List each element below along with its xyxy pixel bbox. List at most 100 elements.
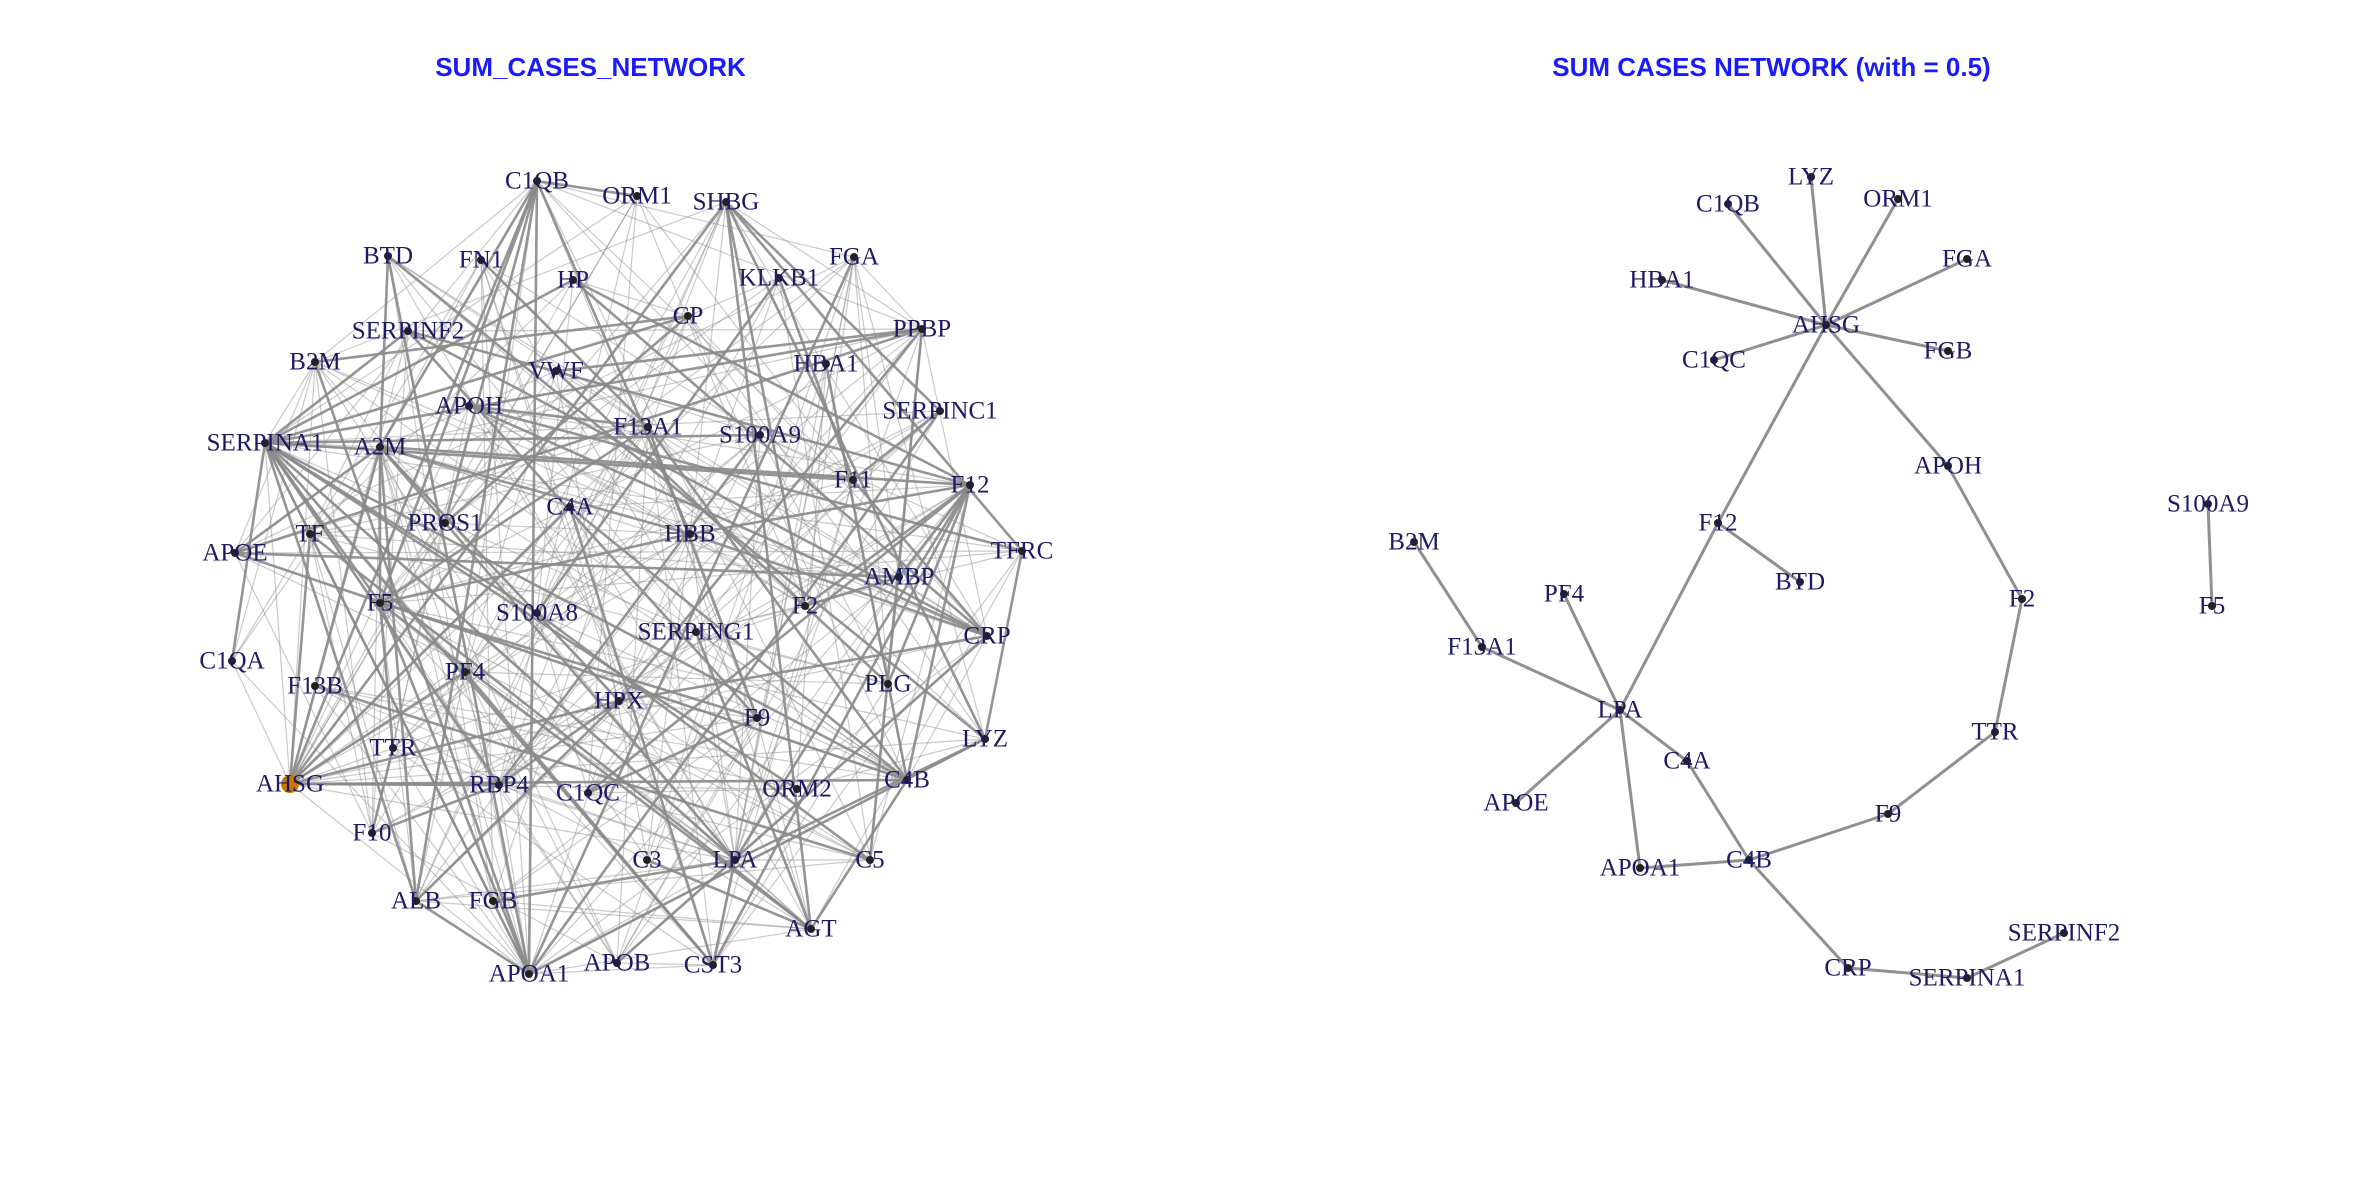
left-edge xyxy=(379,370,557,604)
left-edge xyxy=(528,928,812,975)
left-network-panel: SUM_CASES_NETWORK C1QB ORM1 SHBG BTD FN1 FGA H… xyxy=(199,52,1053,988)
left-edge xyxy=(616,635,988,964)
left-edge xyxy=(289,506,571,785)
left-edge xyxy=(371,446,381,834)
left-node-label: C4A xyxy=(546,494,593,521)
left-network-title: SUM_CASES_NETWORK xyxy=(435,52,746,82)
left-edge xyxy=(289,612,538,785)
right-node-label: F2 xyxy=(2009,586,2035,613)
left-edge xyxy=(695,631,736,861)
left-edge xyxy=(536,611,871,862)
left-edge xyxy=(759,363,827,436)
left-edge xyxy=(572,279,988,637)
left-edge xyxy=(387,255,697,633)
right-node xyxy=(1963,974,1971,982)
left-edge xyxy=(695,328,923,633)
left-node-label: F9 xyxy=(744,705,770,732)
left-node xyxy=(389,744,397,752)
left-edge xyxy=(695,631,908,781)
left-edge xyxy=(314,180,538,363)
left-node xyxy=(903,776,911,784)
left-edge xyxy=(905,484,972,781)
left-edge xyxy=(309,532,812,931)
left-node-label: PPBP xyxy=(893,316,951,343)
left-edge xyxy=(468,405,736,861)
left-edge xyxy=(647,426,806,607)
left-edge xyxy=(314,685,648,861)
left-node-label: HBB xyxy=(664,521,715,548)
left-node-label: ORM1 xyxy=(602,183,671,210)
right-node-label: BTD xyxy=(1775,569,1825,596)
left-edge xyxy=(468,404,649,429)
left-node-label: PLG xyxy=(864,671,911,698)
left-edge xyxy=(264,441,798,791)
left-edge xyxy=(288,533,312,785)
left-node xyxy=(966,481,974,489)
left-edge xyxy=(392,405,470,749)
right-node-label: C1QB xyxy=(1696,191,1760,218)
left-edge xyxy=(289,361,316,785)
left-edge xyxy=(480,259,530,975)
left-edge xyxy=(498,784,530,975)
left-edge xyxy=(289,635,988,785)
left-edge xyxy=(536,279,574,614)
left-node xyxy=(465,402,473,410)
left-edge xyxy=(379,602,417,902)
left-edge xyxy=(569,484,971,508)
left-edge xyxy=(536,180,855,258)
left-edge xyxy=(392,671,466,749)
left-edge xyxy=(378,446,418,902)
left-edge xyxy=(853,256,923,330)
left-edge xyxy=(314,684,871,862)
left-edge xyxy=(289,783,736,861)
left-edge xyxy=(897,484,972,578)
left-edge xyxy=(528,717,758,975)
right-network-panel: SUM CASES NETWORK (with = 0.5) LYZ C1QB OR… xyxy=(1181,0,2362,1181)
left-edge xyxy=(415,700,620,902)
left-node-label: SHBG xyxy=(693,189,760,216)
left-edge xyxy=(379,201,727,604)
left-node xyxy=(981,735,989,743)
left-edge xyxy=(869,484,971,861)
left-edge xyxy=(464,370,557,673)
left-edge xyxy=(636,195,854,481)
right-edge xyxy=(1661,278,1827,327)
left-edge xyxy=(528,859,736,975)
left-edge xyxy=(371,484,971,834)
left-edge xyxy=(387,255,649,428)
right-node-label: B2M xyxy=(1388,529,1439,556)
left-edge xyxy=(289,256,855,785)
left-edge xyxy=(444,315,689,524)
left-edge xyxy=(777,277,855,481)
left-node xyxy=(644,423,652,431)
left-edge xyxy=(392,434,761,749)
left-node xyxy=(775,274,783,282)
left-edge xyxy=(379,601,812,931)
left-node-label: F13A1 xyxy=(613,414,682,441)
left-edge xyxy=(492,900,812,930)
left-edge xyxy=(289,783,798,790)
right-edge xyxy=(1809,176,1828,326)
left-edge xyxy=(379,601,758,720)
left-edge xyxy=(535,180,692,535)
left-edge xyxy=(689,533,736,861)
right-node-label: SERPINA1 xyxy=(1909,965,2026,992)
left-edge xyxy=(378,255,390,448)
left-edge xyxy=(379,602,736,861)
right-edge xyxy=(1562,593,1622,711)
left-edge xyxy=(371,700,620,834)
left-edge xyxy=(687,277,780,317)
left-edge xyxy=(407,329,988,638)
left-edge xyxy=(464,671,736,861)
left-edge xyxy=(711,859,737,966)
left-edge xyxy=(371,506,571,834)
left-node-label: HBA1 xyxy=(793,351,858,378)
left-edge xyxy=(555,327,923,373)
left-edge xyxy=(264,195,638,444)
right-node-label: APOA1 xyxy=(1600,855,1681,882)
left-node xyxy=(633,192,641,200)
left-edge xyxy=(379,446,500,786)
left-node xyxy=(228,657,236,665)
left-edge xyxy=(407,328,923,332)
left-edge xyxy=(689,533,758,719)
